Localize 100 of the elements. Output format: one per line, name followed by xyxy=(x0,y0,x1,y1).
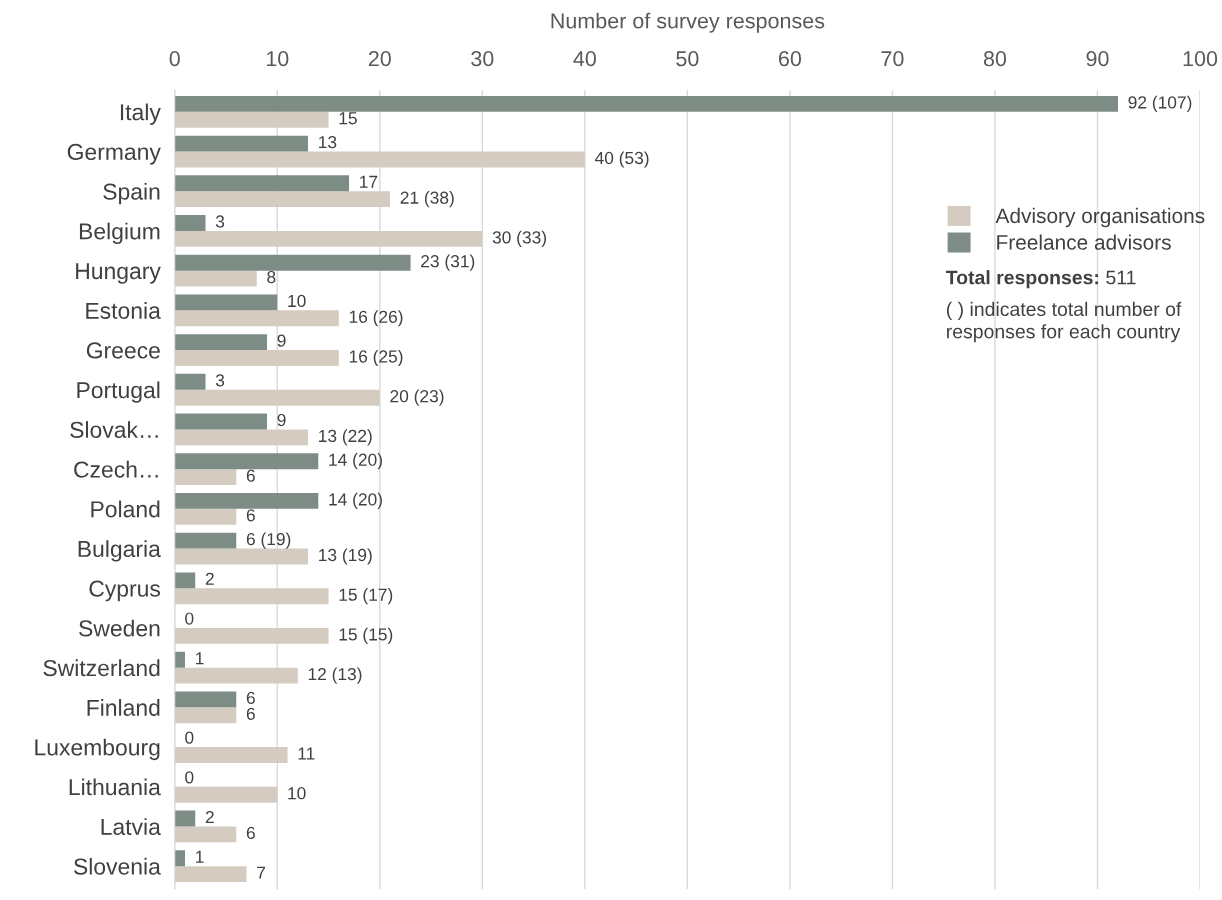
data-label: 15 (15) xyxy=(339,627,393,644)
bar xyxy=(174,135,309,152)
y-tick-label: Bulgaria xyxy=(78,540,161,562)
data-label: 3 xyxy=(215,215,225,228)
bar xyxy=(174,548,309,565)
data-label: 17 xyxy=(360,175,378,188)
bar xyxy=(174,651,185,668)
x-tick-label: 100 xyxy=(1183,51,1218,67)
data-label: 20 (23) xyxy=(390,389,444,406)
data-label: 15 (17) xyxy=(339,588,393,605)
y-tick-label: Belgium xyxy=(79,222,160,244)
data-label: 6 xyxy=(246,707,255,720)
data-label: 2 xyxy=(205,572,214,585)
annotation: Total responses: xyxy=(945,270,1099,289)
x-tick-label: 80 xyxy=(983,51,1007,67)
y-tick-label: Slovenia xyxy=(74,857,161,875)
x-tick-label: 40 xyxy=(573,51,596,67)
data-label: 10 xyxy=(288,294,306,308)
annotation: ( ) indicates total number of responses for each country xyxy=(946,301,1182,343)
data-label: 9 xyxy=(277,334,286,347)
data-label: 9 xyxy=(277,413,286,427)
bar xyxy=(174,667,298,684)
y-tick-label: Greece xyxy=(86,342,160,359)
bar xyxy=(174,429,309,446)
data-label: 3 xyxy=(215,374,225,387)
bar xyxy=(174,453,319,470)
data-label: 13 xyxy=(319,135,337,149)
data-label: 1 xyxy=(196,850,204,863)
bar xyxy=(174,413,268,430)
bar xyxy=(174,691,237,708)
annotation: 511 xyxy=(1106,270,1136,285)
x-axis-title: Number of survey responses xyxy=(551,12,825,33)
y-tick-label: Hungary xyxy=(76,263,161,284)
bar xyxy=(174,810,196,827)
data-label: 12 (13) xyxy=(308,667,362,684)
data-label: 0 xyxy=(185,731,194,744)
data-label: 30 (33) xyxy=(492,230,546,247)
bar xyxy=(174,111,329,128)
bar xyxy=(174,151,585,168)
data-label: 14 (20) xyxy=(329,492,382,509)
legend-label: Advisory organisations xyxy=(995,207,1205,228)
data-label: 11 xyxy=(298,747,315,760)
bar xyxy=(174,191,391,208)
data-label: 23 (31) xyxy=(421,254,475,271)
bar xyxy=(174,95,1118,112)
bar xyxy=(174,747,288,763)
x-tick-label: 70 xyxy=(881,51,904,67)
data-label: 6 (19) xyxy=(246,532,291,549)
data-label: 16 (25) xyxy=(349,349,403,367)
x-tick-label: 50 xyxy=(676,51,699,67)
bar xyxy=(174,532,237,549)
data-label: 13 (22) xyxy=(319,429,372,446)
bar xyxy=(174,270,257,287)
data-label: 2 xyxy=(205,810,214,824)
y-tick-label: Estonia xyxy=(86,302,161,319)
data-label: 40 (53) xyxy=(594,151,649,168)
bar xyxy=(174,294,278,311)
data-label: 8 xyxy=(267,270,276,284)
data-label: 6 xyxy=(246,469,255,482)
data-label: 10 xyxy=(288,787,306,800)
bar xyxy=(174,334,268,351)
data-label: 6 xyxy=(246,826,255,840)
data-label: 7 xyxy=(257,866,266,879)
legend-label: Freelance advisors xyxy=(997,234,1171,250)
x-tick-label: 10 xyxy=(266,51,289,67)
bar xyxy=(174,786,278,803)
bar xyxy=(174,866,247,883)
y-tick-label: Latvia xyxy=(101,818,161,835)
bar xyxy=(174,588,329,605)
y-tick-label: Luxembourg xyxy=(35,738,160,761)
data-label: 15 xyxy=(339,112,357,125)
data-label: 0 xyxy=(185,771,194,784)
y-tick-label: Poland xyxy=(91,500,160,518)
y-tick-label: Spain xyxy=(103,182,160,205)
bar xyxy=(174,350,339,366)
data-label: 21 (38) xyxy=(400,191,454,208)
bar xyxy=(174,230,483,247)
bar xyxy=(174,310,339,327)
y-tick-label: Switzerland xyxy=(43,659,160,677)
bar xyxy=(174,175,350,192)
bar xyxy=(174,215,206,231)
x-tick-label: 60 xyxy=(779,51,802,67)
data-label: 6 xyxy=(246,509,255,522)
bar xyxy=(174,707,237,724)
bar xyxy=(174,508,237,525)
bar xyxy=(174,627,329,644)
x-tick-label: 90 xyxy=(1086,51,1109,67)
y-tick-label: Finland xyxy=(87,699,160,716)
data-label: 14 (20) xyxy=(329,453,382,470)
data-label: 13 (19) xyxy=(319,548,372,565)
bar xyxy=(174,469,237,486)
y-tick-label: Germany xyxy=(67,143,161,165)
data-label: 0 xyxy=(185,612,194,625)
data-label: 6 xyxy=(246,691,255,705)
y-tick-label: Slovak… xyxy=(70,421,158,438)
bar xyxy=(174,373,206,390)
y-tick-label: Portugal xyxy=(77,381,160,403)
bar xyxy=(174,572,196,589)
data-label: 92 (107) xyxy=(1128,95,1192,112)
data-label: 16 (26) xyxy=(349,310,403,327)
